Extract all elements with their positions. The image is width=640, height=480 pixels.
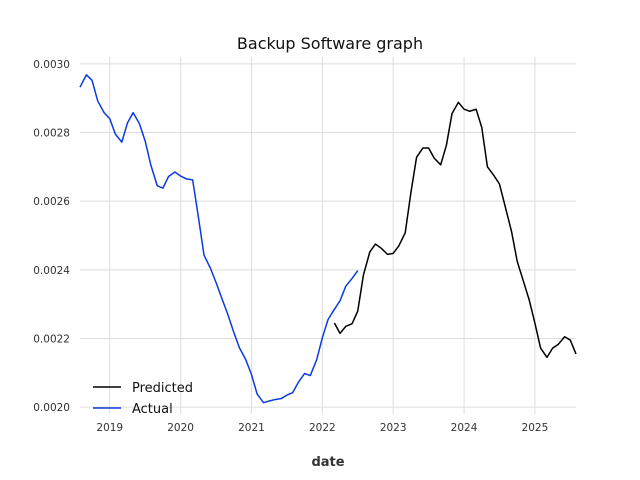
x-tick-label: 2025 (522, 422, 549, 434)
legend-label: Predicted (132, 381, 193, 396)
series-lines (79, 74, 577, 404)
x-tick-label: 2019 (96, 422, 123, 434)
y-tick-label: 0.0028 (33, 128, 70, 140)
y-tick-label: 0.0026 (33, 196, 70, 208)
x-axis-label: date (311, 455, 344, 470)
tick-labels: 2019 2020 2021 2022 2023 2024 2025 0.0020 0.0022… (33, 59, 548, 434)
series-line-actual (79, 74, 359, 404)
x-tick-label: 2020 (167, 422, 194, 434)
x-tick-label: 2021 (238, 422, 265, 434)
y-tick-label: 0.0024 (33, 265, 70, 277)
y-tick-label: 0.0030 (33, 59, 70, 71)
x-tick-label: 2022 (309, 422, 336, 434)
x-tick-label: 2023 (380, 422, 407, 434)
y-tick-label: 0.0020 (33, 402, 70, 414)
y-tick-label: 0.0022 (33, 333, 70, 345)
legend: Predicted Actual (93, 381, 193, 417)
legend-label: Actual (132, 402, 173, 417)
series-line-predicted (333, 101, 577, 359)
grid (80, 57, 576, 414)
x-tick-label: 2024 (451, 422, 478, 434)
chart-title: Backup Software graph (237, 34, 423, 53)
